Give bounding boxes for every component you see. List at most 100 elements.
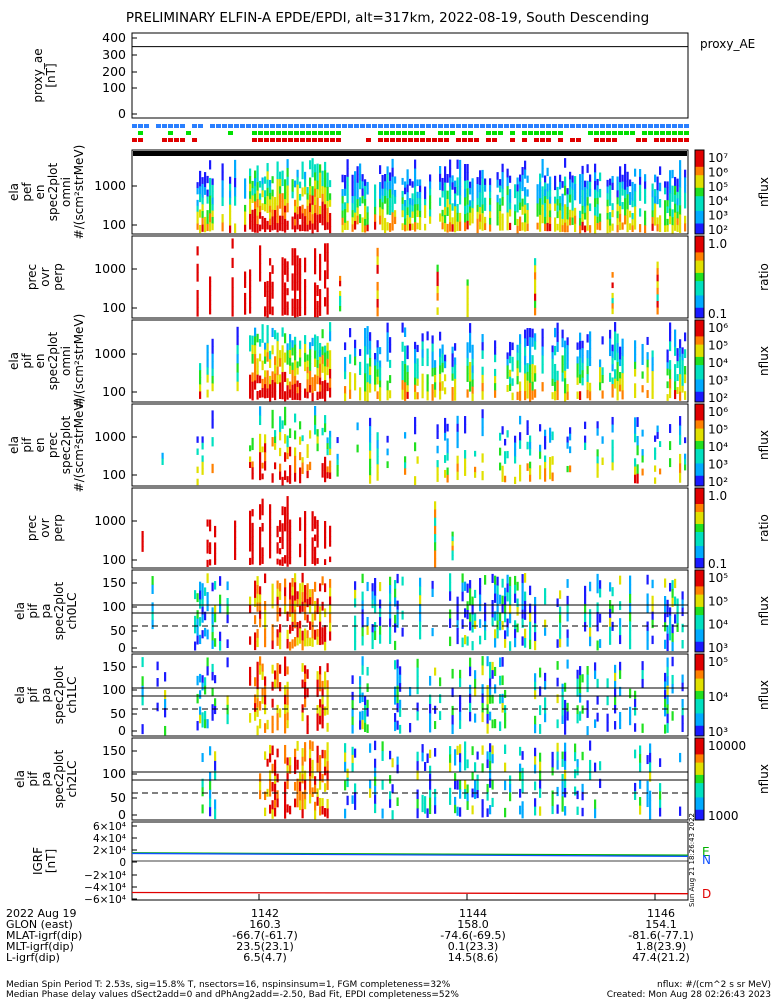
spectrogram-cell <box>614 688 617 698</box>
spectrogram-cell <box>314 308 317 318</box>
spectrogram-cell <box>634 206 637 215</box>
spectrogram-cell <box>299 349 302 358</box>
spectrogram-cell <box>274 216 277 224</box>
spectrogram-cell <box>409 686 412 697</box>
spectrogram-cell <box>481 391 484 400</box>
spectrogram-cell <box>496 576 499 586</box>
spectrogram-cell <box>564 725 567 735</box>
spectrogram-cell <box>294 464 297 474</box>
status-bar-green <box>450 131 455 135</box>
spectrogram-cell <box>354 171 357 180</box>
colorbar-step <box>695 467 704 471</box>
spectrogram-cell <box>641 670 644 680</box>
spectrogram-cell <box>389 635 392 644</box>
spectrogram-cell <box>539 214 542 224</box>
colorbar-step <box>695 449 704 452</box>
footer-row-mlat: MLAT-igrf(dip) -66.7(-61.7) -74.6(-69.5)… <box>6 930 771 941</box>
spectrogram-cell <box>429 202 432 210</box>
status-bar-red <box>384 138 389 142</box>
spectrogram-cell <box>659 758 662 767</box>
spectrogram-cell <box>326 697 329 707</box>
status-bar-blue <box>156 124 161 128</box>
spectrogram-cell <box>414 377 417 386</box>
spectrogram-cell <box>416 798 419 809</box>
colorbar-step <box>695 500 704 503</box>
spectrogram-cell <box>374 384 377 392</box>
spectrogram-cell <box>209 160 212 170</box>
spectrogram-cell <box>319 205 322 215</box>
spectrogram-cell <box>284 694 287 705</box>
spectrogram-cell <box>499 657 502 668</box>
spectrogram-cell <box>439 694 442 704</box>
spectrogram-cell <box>324 161 327 171</box>
spectrogram-cell <box>381 741 384 752</box>
spectrogram-cell <box>299 635 302 644</box>
spectrogram-cell <box>311 638 314 647</box>
spectrogram-cell <box>271 473 274 483</box>
spectrogram-cell <box>494 719 497 729</box>
colorbar-step <box>695 196 704 199</box>
spectrogram-cell <box>394 196 397 204</box>
spectrogram-cell <box>626 224 629 233</box>
spectrogram-cell <box>384 225 387 233</box>
colorbar-step <box>695 615 704 618</box>
spectrogram-cell <box>421 373 424 383</box>
spectrogram-cell <box>611 351 614 359</box>
spectrogram-cell <box>481 693 484 704</box>
spectrogram-cell <box>576 687 579 697</box>
spectrogram-cell <box>264 452 267 462</box>
spectrogram-cell <box>561 338 564 348</box>
spectrogram-cell <box>616 333 619 344</box>
spectrogram-cell <box>391 158 394 169</box>
spectrogram-cell <box>304 293 307 301</box>
spectrogram-cell <box>481 178 484 188</box>
spectrogram-cell <box>466 298 469 305</box>
colorbar-step <box>695 647 704 651</box>
spectrogram-cell <box>494 584 497 594</box>
spectrogram-cell <box>401 177 404 185</box>
y-axis-label: ela <box>13 686 27 704</box>
colorbar-step <box>695 346 704 350</box>
spectrogram-cell <box>444 206 447 216</box>
spectrogram-cell <box>274 197 277 204</box>
colorbar-step <box>695 229 704 233</box>
spectrogram-cell <box>569 433 572 441</box>
spectrogram-cell <box>621 347 624 357</box>
spectrogram-cell <box>629 223 632 230</box>
spectrogram-cell <box>556 598 559 608</box>
spectrogram-cell <box>616 352 619 363</box>
spectrogram-cell <box>301 712 304 722</box>
spectrogram-cell <box>574 743 577 753</box>
spectrogram-cell <box>439 365 442 375</box>
spectrogram-cell <box>614 350 617 361</box>
spectrogram-cell <box>269 511 272 520</box>
spectrogram-cell <box>486 792 489 801</box>
spectrogram-cell <box>444 361 447 369</box>
spectrogram-cell <box>521 591 524 602</box>
spectrogram-cell <box>681 699 684 708</box>
spectrogram-cell <box>626 171 629 180</box>
spectrogram-cell <box>201 442 204 450</box>
spectrogram-cell <box>611 175 614 184</box>
spectrogram-cell <box>516 198 519 206</box>
spectrogram-cell <box>654 189 657 197</box>
spectrogram-cell <box>326 296 329 306</box>
spectrogram-cell <box>316 344 319 353</box>
spectrogram-cell <box>571 203 574 211</box>
spectrogram-cell <box>291 377 294 386</box>
spectrogram-cell <box>416 808 419 819</box>
spectrogram-cell <box>271 371 274 381</box>
spectrogram-cell <box>369 466 372 476</box>
spectrogram-cell <box>464 180 467 190</box>
spectrogram-cell <box>669 193 672 202</box>
spectrogram-cell <box>446 174 449 183</box>
spectrogram-cell <box>199 590 202 600</box>
status-bar-red <box>540 138 545 142</box>
spectrogram-cell <box>306 354 309 362</box>
spectrogram-cell <box>426 374 429 384</box>
colorbar-tick-label: 10⁴ <box>708 690 728 704</box>
spectrogram-cell <box>446 445 449 454</box>
colorbar-step <box>695 416 704 419</box>
spectrogram-cell <box>324 270 327 280</box>
spectrogram-cell <box>619 221 622 231</box>
